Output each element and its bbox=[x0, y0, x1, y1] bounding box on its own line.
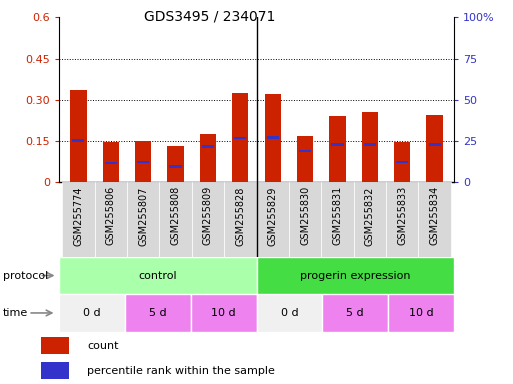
Text: 5 d: 5 d bbox=[346, 308, 364, 318]
Text: 5 d: 5 d bbox=[149, 308, 167, 318]
Bar bbox=[362, 112, 378, 182]
Text: GSM255808: GSM255808 bbox=[170, 186, 181, 245]
Bar bbox=[234, 137, 246, 139]
Bar bbox=[191, 294, 256, 332]
Text: progerin expression: progerin expression bbox=[300, 270, 410, 281]
Bar bbox=[364, 143, 376, 146]
Text: GSM255830: GSM255830 bbox=[300, 186, 310, 245]
Bar bbox=[202, 146, 214, 148]
Bar bbox=[59, 294, 125, 332]
Bar bbox=[426, 115, 443, 182]
Bar bbox=[265, 94, 281, 182]
Bar bbox=[256, 182, 289, 257]
Bar bbox=[329, 116, 346, 182]
Bar bbox=[289, 182, 321, 257]
Bar bbox=[72, 139, 85, 142]
Text: 10 d: 10 d bbox=[409, 308, 433, 318]
Text: GSM255832: GSM255832 bbox=[365, 186, 375, 245]
Text: GSM255828: GSM255828 bbox=[235, 186, 245, 245]
Text: percentile rank within the sample: percentile rank within the sample bbox=[87, 366, 275, 376]
Bar bbox=[299, 149, 311, 152]
Bar bbox=[41, 362, 69, 379]
Bar bbox=[169, 165, 182, 168]
Bar bbox=[353, 182, 386, 257]
Text: protocol: protocol bbox=[3, 270, 48, 281]
Bar bbox=[160, 182, 192, 257]
Text: GSM255774: GSM255774 bbox=[73, 186, 84, 246]
Bar bbox=[224, 182, 256, 257]
Bar bbox=[256, 257, 454, 294]
Bar bbox=[322, 294, 388, 332]
Text: GSM255807: GSM255807 bbox=[138, 186, 148, 245]
Text: 0 d: 0 d bbox=[83, 308, 101, 318]
Bar bbox=[94, 182, 127, 257]
Text: GSM255806: GSM255806 bbox=[106, 186, 116, 245]
Bar bbox=[167, 146, 184, 182]
Text: control: control bbox=[139, 270, 177, 281]
Bar bbox=[267, 136, 279, 139]
Bar bbox=[428, 143, 441, 146]
Text: 0 d: 0 d bbox=[281, 308, 298, 318]
Bar bbox=[41, 338, 69, 354]
Bar bbox=[232, 93, 248, 182]
Text: 10 d: 10 d bbox=[211, 308, 236, 318]
Text: GSM255829: GSM255829 bbox=[268, 186, 278, 245]
Bar bbox=[103, 142, 119, 182]
Text: GSM255831: GSM255831 bbox=[332, 186, 343, 245]
Bar bbox=[59, 257, 256, 294]
Bar bbox=[137, 161, 149, 163]
Bar bbox=[127, 182, 160, 257]
Bar bbox=[62, 182, 94, 257]
Bar bbox=[394, 142, 410, 182]
Text: count: count bbox=[87, 341, 119, 351]
Text: GSM255833: GSM255833 bbox=[397, 186, 407, 245]
Bar bbox=[200, 134, 216, 182]
Bar bbox=[70, 90, 87, 182]
Bar bbox=[297, 136, 313, 182]
Text: time: time bbox=[3, 308, 28, 318]
Bar bbox=[256, 294, 322, 332]
Bar bbox=[331, 143, 344, 146]
Bar bbox=[388, 294, 454, 332]
Bar bbox=[396, 161, 408, 163]
Bar bbox=[125, 294, 191, 332]
Bar bbox=[321, 182, 353, 257]
Bar bbox=[386, 182, 419, 257]
Bar bbox=[135, 141, 151, 182]
Bar bbox=[192, 182, 224, 257]
Text: GDS3495 / 234071: GDS3495 / 234071 bbox=[144, 10, 275, 23]
Text: GSM255834: GSM255834 bbox=[429, 186, 440, 245]
Bar bbox=[105, 162, 117, 164]
Bar bbox=[419, 182, 451, 257]
Text: GSM255809: GSM255809 bbox=[203, 186, 213, 245]
